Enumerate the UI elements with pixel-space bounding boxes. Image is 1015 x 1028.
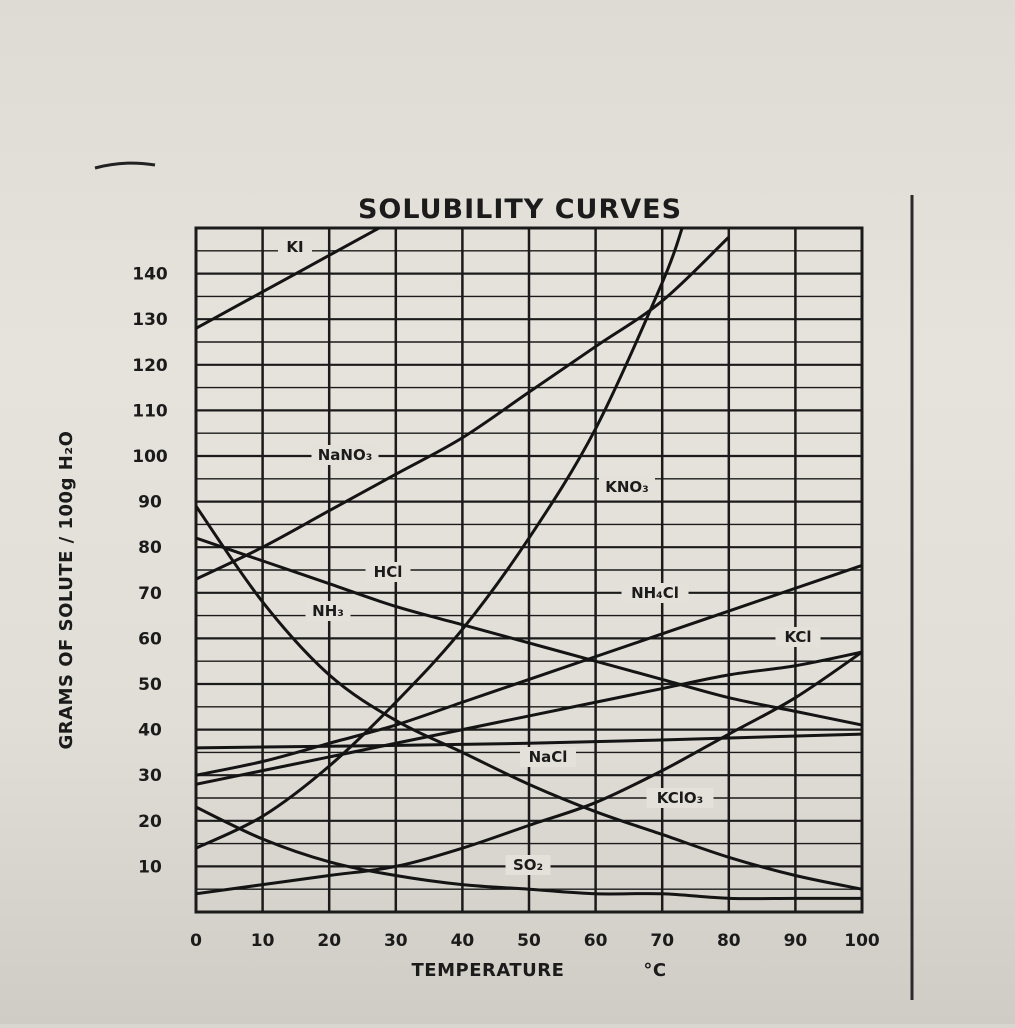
x-tick-label: 10	[251, 931, 275, 951]
series-line-hcl	[196, 536, 862, 727]
x-tick-label: 20	[317, 931, 341, 951]
y-tick-label: 70	[138, 584, 162, 604]
series-label-bg-ki	[278, 237, 312, 257]
series-label-bg-kclo-	[646, 788, 714, 808]
series-label-ki: KI	[286, 238, 303, 256]
series-label-bg-nh-	[305, 601, 351, 621]
series-label-hcl: HCl	[374, 563, 403, 581]
y-axis-label: GRAMS OF SOLUTE / 100g H₂O	[56, 431, 77, 750]
series-label-kcl: KCl	[784, 628, 811, 646]
series-label-kno-: KNO₃	[605, 478, 649, 496]
y-tick-label: 60	[138, 629, 162, 649]
x-axis-label: TEMPERATURE	[412, 960, 565, 981]
y-tick-label: 50	[138, 675, 162, 695]
series-line-so-	[196, 805, 862, 901]
x-tick-label: 80	[717, 931, 741, 951]
x-tick-label: 60	[584, 931, 608, 951]
y-tick-label: 40	[138, 721, 162, 741]
series-label-so-: SO₂	[513, 856, 543, 874]
series-label-bg-nacl	[520, 747, 576, 767]
x-tick-label: 40	[451, 931, 475, 951]
plot-area: 0 10 20 30 40 50 60 70 80 90 100 10 20 30 40 50 60 70 80 90…	[132, 226, 880, 951]
series-label-bg-kno-	[599, 477, 655, 497]
y-tick-label: 30	[138, 766, 162, 786]
series-label-nh-cl: NH₄Cl	[631, 584, 679, 602]
x-tick-label: 100	[844, 931, 880, 951]
x-tick-label: 90	[784, 931, 808, 951]
pen-mark	[94, 161, 156, 170]
series-line-kclo-	[196, 650, 862, 896]
series-label-bg-nh-cl	[621, 583, 689, 603]
x-axis-unit: °C	[643, 960, 666, 981]
series-label-bg-nano-	[311, 445, 379, 465]
y-tick-label: 120	[132, 356, 168, 376]
series-line-nh-	[196, 505, 862, 891]
series-line-kno-	[196, 228, 684, 850]
y-tick-label: 130	[132, 310, 168, 330]
series-label-bg-kcl	[775, 627, 821, 647]
x-tick-label: 0	[190, 931, 202, 951]
y-tick-label: 140	[132, 265, 168, 285]
series-label-nh-: NH₃	[312, 602, 344, 620]
y-tick-label: 110	[132, 401, 168, 421]
y-tick-label: 90	[138, 493, 162, 513]
series-line-nacl	[196, 732, 862, 750]
y-tick-label: 10	[138, 857, 162, 877]
x-tick-label: 30	[384, 931, 408, 951]
y-tick-label: 100	[132, 447, 168, 467]
series-line-nh-cl	[196, 564, 862, 777]
series-line-kcl	[196, 650, 862, 786]
y-tick-label: 20	[138, 812, 162, 832]
y-tick-label: 80	[138, 538, 162, 558]
series-line-ki	[196, 228, 383, 330]
series-label-nano-: NaNO₃	[318, 446, 373, 464]
chart-title: SOLUBILITY CURVES	[358, 194, 682, 225]
series-label-bg-hcl	[365, 562, 411, 582]
x-tick-label: 50	[517, 931, 541, 951]
series-label-kclo-: KClO₃	[657, 789, 703, 807]
series-label-nacl: NaCl	[529, 748, 568, 766]
series-label-bg-so-	[505, 855, 551, 875]
x-tick-label: 70	[650, 931, 674, 951]
